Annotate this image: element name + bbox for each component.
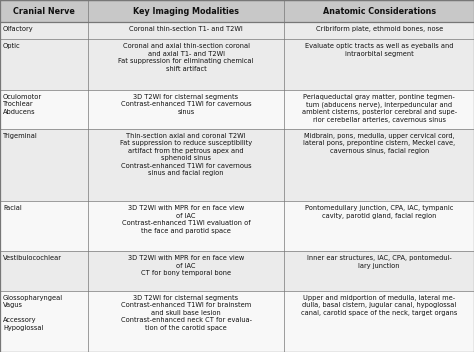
Text: Key Imaging Modalities: Key Imaging Modalities <box>133 7 239 15</box>
Text: 3D T2WI with MPR for en face view
of IAC
CT for bony temporal bone: 3D T2WI with MPR for en face view of IAC… <box>128 256 244 276</box>
Text: Facial: Facial <box>3 205 22 211</box>
Bar <box>0 129 474 201</box>
Bar <box>0 39 474 90</box>
Text: Optic: Optic <box>3 43 21 49</box>
Text: Coronal and axial thin-section coronal
and axial T1- and T2WI
Fat suppression fo: Coronal and axial thin-section coronal a… <box>118 43 254 72</box>
Text: Oculomotor
Trochlear
Abducens: Oculomotor Trochlear Abducens <box>3 94 42 115</box>
Text: Olfactory: Olfactory <box>3 26 34 32</box>
Bar <box>0 90 474 129</box>
Text: Upper and midportion of medulla, lateral me-
dulla, basal cistern, jugular canal: Upper and midportion of medulla, lateral… <box>301 295 457 316</box>
Bar <box>0 0 474 22</box>
Text: Vestibulocochlear: Vestibulocochlear <box>3 256 62 262</box>
Text: Periaqueductal gray matter, pontine tegmen-
tum (abducens nerve), interpeduncula: Periaqueductal gray matter, pontine tegm… <box>301 94 457 122</box>
Text: Cranial Nerve: Cranial Nerve <box>13 7 75 15</box>
Bar <box>0 22 474 39</box>
Text: Trigeminal: Trigeminal <box>3 133 38 139</box>
Text: Inner ear structures, IAC, CPA, pontomedul-
lary junction: Inner ear structures, IAC, CPA, pontomed… <box>307 256 452 269</box>
Bar <box>0 251 474 291</box>
Bar <box>0 291 474 352</box>
Text: Glossopharyngeal
Vagus

Accessory
Hypoglossal: Glossopharyngeal Vagus Accessory Hypoglo… <box>3 295 63 331</box>
Text: 3D T2WI with MPR for en face view
of IAC
Contrast-enhanced T1WI evaluation of
th: 3D T2WI with MPR for en face view of IAC… <box>122 205 250 234</box>
Bar <box>0 201 474 251</box>
Text: Cribriform plate, ethmoid bones, nose: Cribriform plate, ethmoid bones, nose <box>316 26 443 32</box>
Text: Thin-section axial and coronal T2WI
Fat suppression to reduce susceptibility
art: Thin-section axial and coronal T2WI Fat … <box>120 133 252 176</box>
Text: Midbrain, pons, medulla, upper cervical cord,
lateral pons, prepontine cistern, : Midbrain, pons, medulla, upper cervical … <box>303 133 455 154</box>
Text: Coronal thin-section T1- and T2WI: Coronal thin-section T1- and T2WI <box>129 26 243 32</box>
Text: Pontomedullary junction, CPA, IAC, tympanic
cavity, parotid gland, facial region: Pontomedullary junction, CPA, IAC, tympa… <box>305 205 454 219</box>
Text: 3D T2WI for cisternal segments
Contrast-enhanced T1WI for brainstem
and skull ba: 3D T2WI for cisternal segments Contrast-… <box>120 295 252 331</box>
Text: Anatomic Considerations: Anatomic Considerations <box>323 7 436 15</box>
Text: Evaluate optic tracts as well as eyeballs and
intraorbital segment: Evaluate optic tracts as well as eyeball… <box>305 43 454 57</box>
Text: 3D T2WI for cisternal segments
Contrast-enhanced T1WI for cavernous
sinus: 3D T2WI for cisternal segments Contrast-… <box>121 94 251 115</box>
